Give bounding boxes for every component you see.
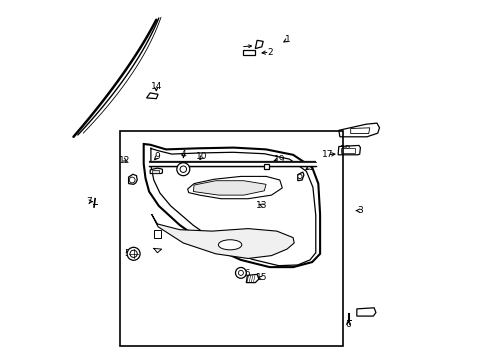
Polygon shape bbox=[242, 50, 255, 55]
Circle shape bbox=[180, 166, 186, 172]
Text: 17: 17 bbox=[321, 150, 332, 159]
Polygon shape bbox=[338, 123, 379, 137]
Text: 18: 18 bbox=[339, 145, 350, 154]
Polygon shape bbox=[150, 168, 162, 174]
Text: 3: 3 bbox=[356, 206, 362, 215]
Polygon shape bbox=[151, 170, 159, 173]
Polygon shape bbox=[350, 128, 369, 134]
Polygon shape bbox=[187, 176, 282, 199]
Bar bbox=[120, 131, 343, 346]
Polygon shape bbox=[264, 164, 268, 169]
Circle shape bbox=[130, 250, 137, 257]
Text: 4: 4 bbox=[180, 150, 186, 159]
Text: 7: 7 bbox=[86, 197, 92, 206]
Circle shape bbox=[129, 177, 135, 183]
Polygon shape bbox=[151, 214, 294, 258]
Text: 10: 10 bbox=[196, 152, 207, 161]
Ellipse shape bbox=[218, 240, 241, 250]
Circle shape bbox=[177, 163, 189, 176]
Polygon shape bbox=[153, 230, 161, 238]
Text: 9: 9 bbox=[154, 152, 160, 161]
Text: 13: 13 bbox=[256, 201, 267, 210]
Text: 16: 16 bbox=[239, 269, 250, 278]
Text: 1: 1 bbox=[284, 35, 290, 44]
Polygon shape bbox=[128, 174, 137, 184]
Circle shape bbox=[297, 174, 302, 179]
Circle shape bbox=[235, 267, 246, 278]
Polygon shape bbox=[246, 274, 258, 283]
Text: 6: 6 bbox=[345, 320, 350, 329]
Polygon shape bbox=[143, 144, 320, 267]
Text: 11: 11 bbox=[303, 163, 314, 172]
Polygon shape bbox=[146, 93, 158, 99]
Polygon shape bbox=[356, 308, 375, 316]
Polygon shape bbox=[297, 172, 303, 181]
Text: 12: 12 bbox=[119, 156, 130, 165]
Text: 5: 5 bbox=[124, 249, 130, 258]
Polygon shape bbox=[193, 181, 265, 195]
Circle shape bbox=[127, 247, 140, 260]
Circle shape bbox=[238, 270, 243, 275]
Polygon shape bbox=[340, 148, 355, 153]
Text: 8: 8 bbox=[366, 309, 372, 318]
Text: 19: 19 bbox=[273, 154, 285, 163]
Text: 15: 15 bbox=[256, 274, 267, 282]
Polygon shape bbox=[255, 40, 263, 49]
Polygon shape bbox=[337, 145, 360, 155]
Text: 14: 14 bbox=[150, 82, 162, 91]
Text: 2: 2 bbox=[266, 48, 272, 57]
